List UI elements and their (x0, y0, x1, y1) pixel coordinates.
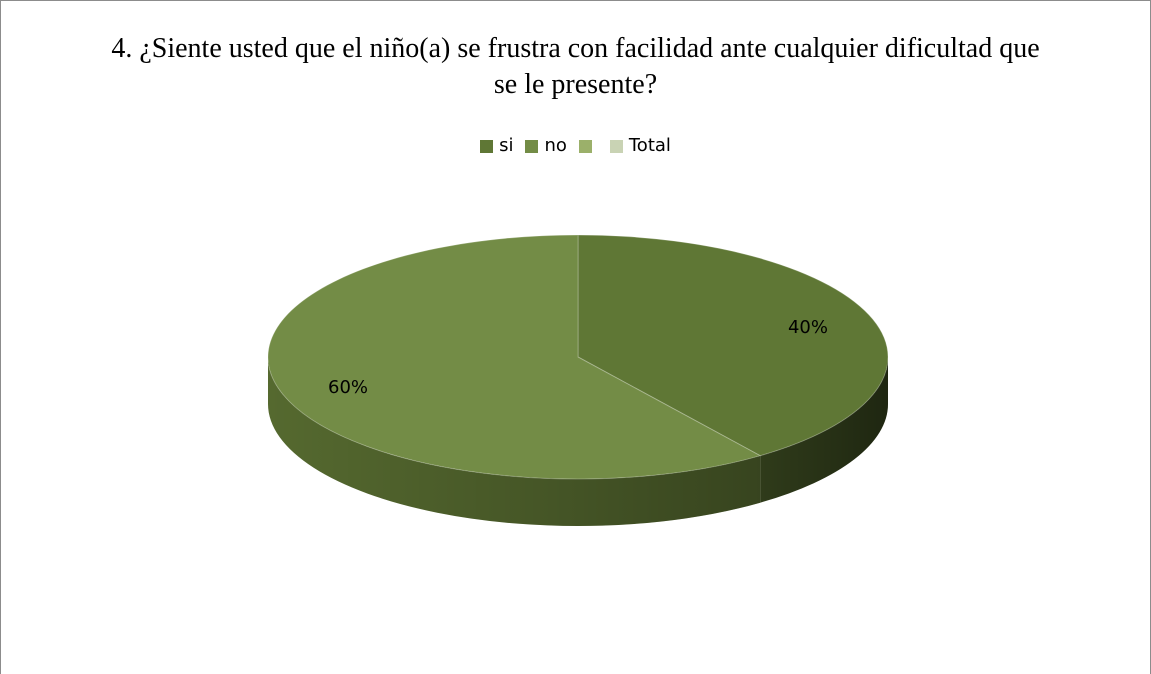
legend: si no Total (0, 135, 1151, 157)
chart-border-left (0, 0, 1, 674)
legend-swatch-blank (578, 139, 592, 153)
pie-side-shade-no (268, 357, 761, 526)
legend-swatch-no (525, 139, 539, 153)
legend-label-si: si (499, 135, 514, 156)
pie-sides (268, 357, 888, 526)
legend-item-si: si (480, 135, 513, 157)
legend-label-no: no (544, 135, 567, 156)
data-label-no: 60% (328, 377, 368, 398)
legend-swatch-si (480, 139, 494, 153)
legend-swatch-total (609, 139, 623, 153)
chart-title: 4. ¿Siente usted que el niño(a) se frust… (111, 33, 1040, 100)
chart-border-top (0, 0, 1151, 1)
pie-tops (267, 234, 889, 480)
data-label-si: 40% (788, 317, 828, 338)
legend-item-no: no (525, 135, 567, 157)
legend-item-total: Total (609, 135, 671, 157)
pie-slice-si (577, 234, 889, 457)
pie-side-shade-si (760, 357, 888, 503)
pie-labels: 40% 60% (328, 317, 828, 398)
legend-label-total: Total (628, 135, 671, 156)
pie-slice-no (267, 234, 762, 480)
legend-item-blank (578, 139, 598, 153)
